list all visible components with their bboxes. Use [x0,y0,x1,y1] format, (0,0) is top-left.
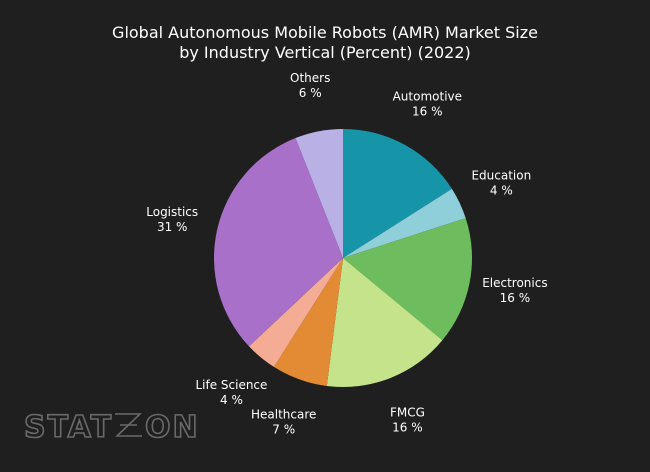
slice-label-automotive: Automotive [393,90,462,104]
pie-slices [213,129,472,387]
watermark-text-left: STAT [24,410,113,445]
slice-label-healthcare: Healthcare [251,408,316,422]
chart-title-line-2: by Industry Vertical (Percent) (2022) [179,43,471,62]
slice-value-life-science: 4 % [220,393,243,407]
slice-label-logistics: Logistics [146,205,198,219]
pie-slice-fmcg [326,258,443,387]
watermark-logo: STAT ON [23,409,200,446]
watermark-z-icon [115,413,142,437]
slice-label-electronics: Electronics [482,276,547,290]
pie-slice-electronics [343,218,472,341]
pie-slice-logistics [213,138,343,347]
slice-label-life-science: Life Science [195,378,267,392]
slice-label-fmcg: FMCG [390,406,425,420]
pie-slice-healthcare [273,258,343,386]
slice-value-fmcg: 16 % [392,421,423,435]
pie-slice-others [295,129,343,258]
slice-label-others: Others [290,71,330,85]
slice-value-logistics: 31 % [157,220,188,234]
chart-title-line-1: Global Autonomous Mobile Robots (AMR) Ma… [112,23,538,42]
slice-label-education: Education [471,168,531,182]
slice-value-electronics: 16 % [500,291,531,305]
slice-value-education: 4 % [490,183,513,197]
pie-slice-life-science [248,258,343,367]
slice-value-others: 6 % [299,86,322,100]
watermark-text-right: ON [145,410,200,445]
slice-value-healthcare: 7 % [272,423,295,437]
slice-value-automotive: 16 % [412,105,443,119]
pie-slice-automotive [343,129,452,258]
pie-slice-education [343,188,466,258]
